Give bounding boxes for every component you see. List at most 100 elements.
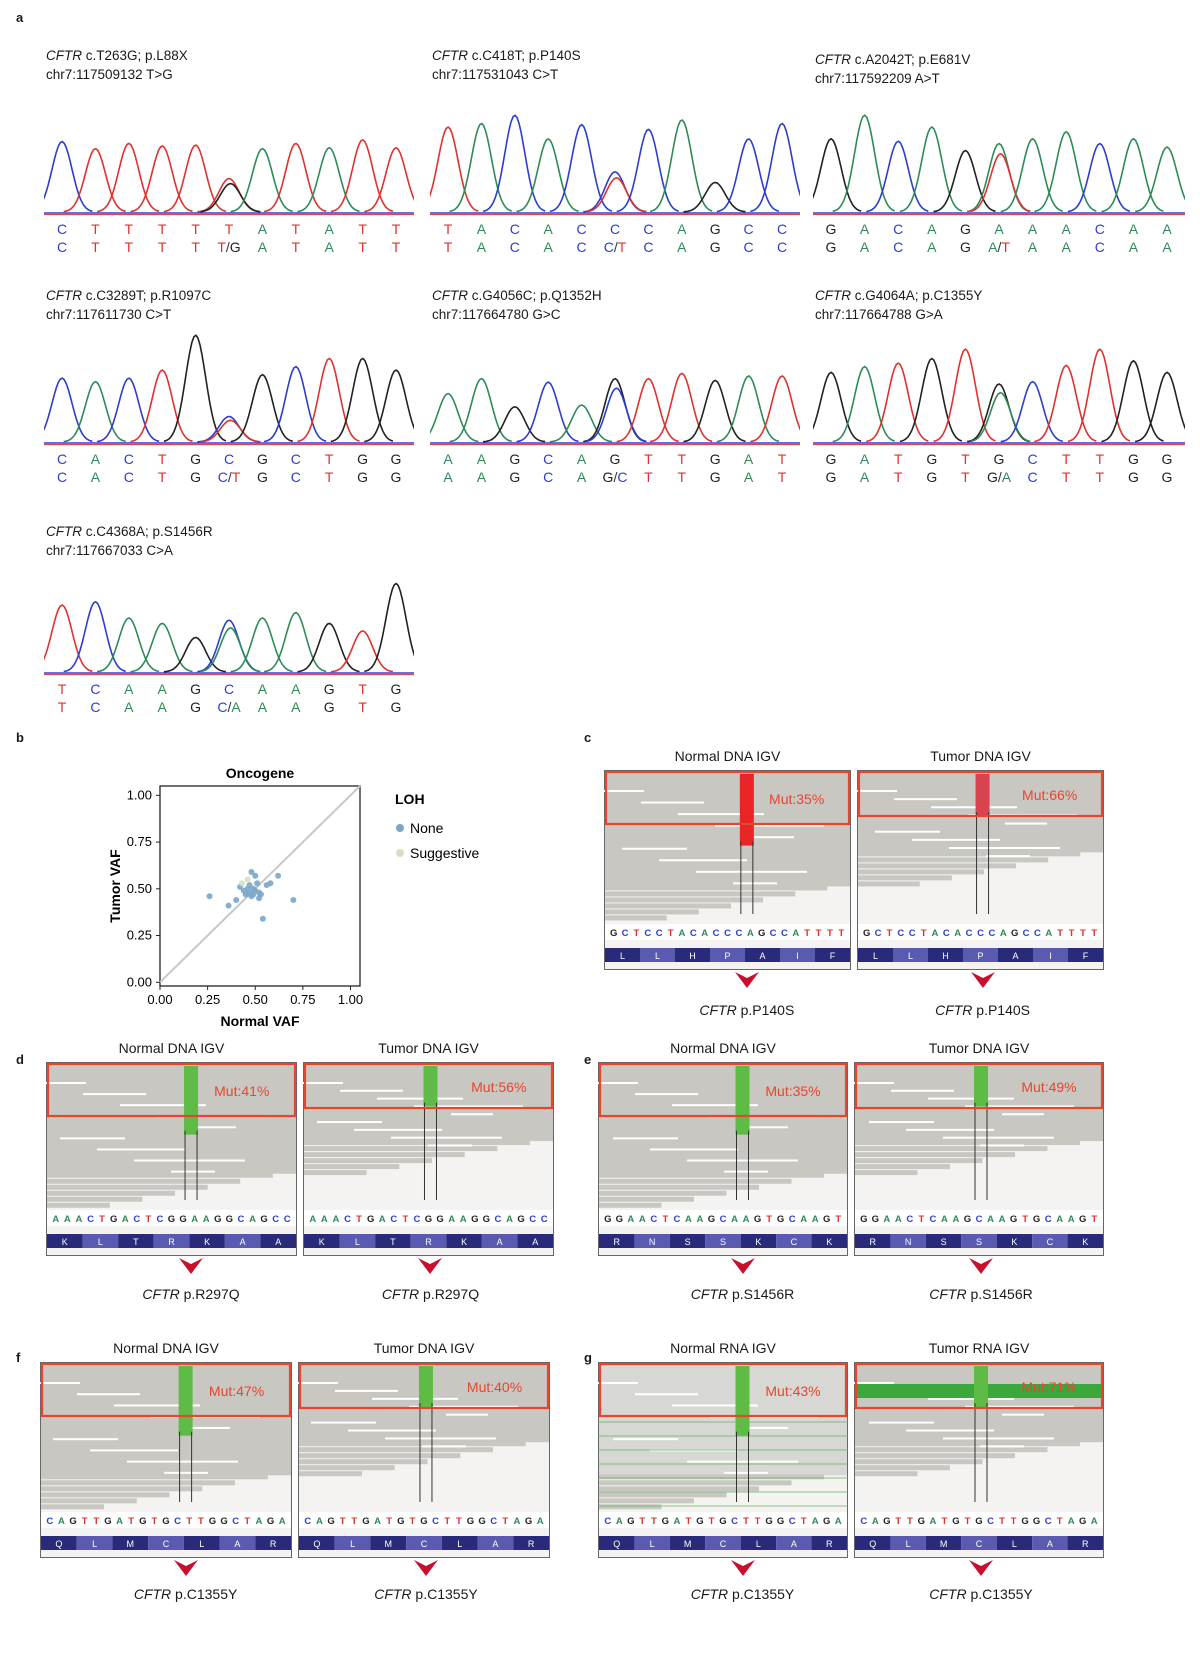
sequence-base: A	[743, 1214, 750, 1225]
genomic-position: chr7:117531043 C>T	[432, 67, 559, 82]
sequence-base: G	[975, 1516, 982, 1527]
genomic-position: chr7:117509132 T>G	[46, 67, 173, 82]
amino-acid-label: S	[976, 1237, 982, 1247]
amino-acid-cell	[224, 1234, 261, 1248]
mutation-frequency-label: Mut:35%	[765, 1083, 820, 1099]
amino-acid-cell	[640, 948, 675, 962]
sequence-base: T	[838, 928, 844, 939]
amino-acid-label: R	[1082, 1539, 1089, 1549]
igv-read-gap	[687, 1159, 798, 1162]
chromatogram-title-3: CFTR c.A2042T; p.E681V chr7:117592209 A>…	[815, 50, 970, 88]
protein-change-label: p.C1355Y	[171, 1586, 238, 1602]
data-point-none	[254, 880, 261, 887]
igv-read	[304, 1140, 530, 1146]
igv-read-gap	[598, 1082, 638, 1084]
chromatogram-peak	[163, 636, 226, 673]
amino-acid-cell	[634, 1234, 670, 1248]
igv-read	[599, 1184, 759, 1190]
alt-base-label: C	[777, 239, 787, 255]
amino-acid-label: L	[92, 1539, 97, 1549]
protein-change-label: p.P140S	[736, 1002, 795, 1018]
sequence-base: G	[397, 1516, 404, 1527]
igv-read	[304, 1146, 498, 1152]
igv-read	[855, 1152, 1015, 1158]
igv-read-gap	[171, 1170, 215, 1173]
alt-base-label: C	[124, 469, 134, 485]
y-tick-label: 0.50	[127, 881, 152, 896]
alt-base-label: C	[57, 239, 67, 255]
amino-acid-cell	[47, 1234, 83, 1248]
igv-read	[47, 1202, 110, 1208]
reference-base-label: C	[610, 221, 620, 237]
chromatogram-peak	[750, 122, 800, 213]
sequence-base: C	[622, 928, 629, 939]
igv-variant-column	[178, 1366, 193, 1436]
amino-acid-cell	[112, 1536, 149, 1550]
scatter-plot-oncogene: Oncogene 0.00 0.25 0.50 0.75 1.00 0.00 0.25 0.50…	[107, 765, 479, 1029]
alt-base-label: T	[58, 699, 67, 715]
sequence-base: C	[432, 1516, 439, 1527]
igv-highlight-box	[46, 1062, 297, 1118]
gene-name: CFTR	[815, 52, 851, 67]
sequence-base: A	[309, 1214, 316, 1225]
igv-read	[599, 1202, 662, 1208]
amino-acid-label: A	[532, 1237, 538, 1247]
reference-base-label: C	[124, 451, 134, 467]
sequence-base: G	[327, 1516, 334, 1527]
mutation-arrow-icon	[730, 1258, 755, 1274]
alt-base-label: A	[577, 469, 587, 485]
sequence-base: T	[186, 1516, 192, 1527]
sequence-base: A	[1045, 928, 1052, 939]
amino-acid-cell	[304, 1234, 340, 1248]
sequence-base: T	[351, 1516, 357, 1527]
igv-read-gap	[949, 846, 1060, 849]
reference-base-label: T	[358, 681, 367, 697]
sequence-base: C	[494, 1214, 501, 1225]
igv-read	[599, 1196, 694, 1202]
alt-base-label: C	[744, 239, 754, 255]
alt-base-label: G	[324, 699, 335, 715]
chromatogram-title-7: CFTR c.C4368A; p.S1456R chr7:117667033 C…	[46, 522, 213, 560]
chromatogram-title-4: CFTR c.C3289T; p.R1097C chr7:117611730 C…	[46, 286, 211, 324]
amino-acid-label: L	[908, 951, 913, 961]
reference-base-label: A	[291, 681, 301, 697]
igv-reads	[605, 771, 850, 887]
gene-name: CFTR	[133, 1586, 172, 1602]
sequence-base: C	[1023, 928, 1030, 939]
sequence-base: A	[627, 1214, 634, 1225]
sequence-base: C	[943, 928, 950, 939]
protein-change-label: p.C1355Y	[411, 1586, 478, 1602]
igv-read-gap	[40, 1382, 80, 1384]
variant-label: c.A2042T; p.E681V	[851, 52, 971, 67]
sequence-base: C	[650, 1214, 657, 1225]
data-point-none	[290, 897, 297, 904]
igv-title: Tumor DNA IGV	[373, 1340, 475, 1356]
gene-name: CFTR	[929, 1286, 967, 1302]
chromatogram-peak	[516, 137, 579, 213]
gene-name: CFTR	[699, 1002, 737, 1018]
igv-reads	[599, 1063, 847, 1174]
reference-base-label: A	[258, 221, 268, 237]
igv-variant-column	[974, 1366, 988, 1408]
sequence-base: C	[720, 1214, 727, 1225]
sequence-base: A	[639, 1214, 646, 1225]
reference-base-label: T	[58, 681, 67, 697]
igv-read-gap	[1005, 822, 1047, 825]
igv-read-gap	[980, 1445, 1024, 1448]
gene-name: CFTR	[381, 1286, 420, 1302]
sequence-base: C	[644, 928, 651, 939]
reference-base-label: C	[643, 221, 653, 237]
igv-variant-column	[739, 774, 754, 846]
sequence-base: T	[965, 1516, 971, 1527]
igv-read	[47, 1196, 143, 1202]
igv-variant-column	[735, 1066, 750, 1135]
igv-title: Normal RNA IGV	[670, 1340, 776, 1356]
igv-read-gap	[97, 1148, 185, 1151]
sequence-base: G	[517, 1214, 524, 1225]
y-axis-label: Tumor VAF	[107, 849, 123, 923]
amino-acid-cell	[513, 1536, 549, 1550]
igv-read	[41, 1486, 203, 1492]
alt-base-label: G	[960, 239, 971, 255]
igv-read-gap	[928, 1397, 1014, 1400]
